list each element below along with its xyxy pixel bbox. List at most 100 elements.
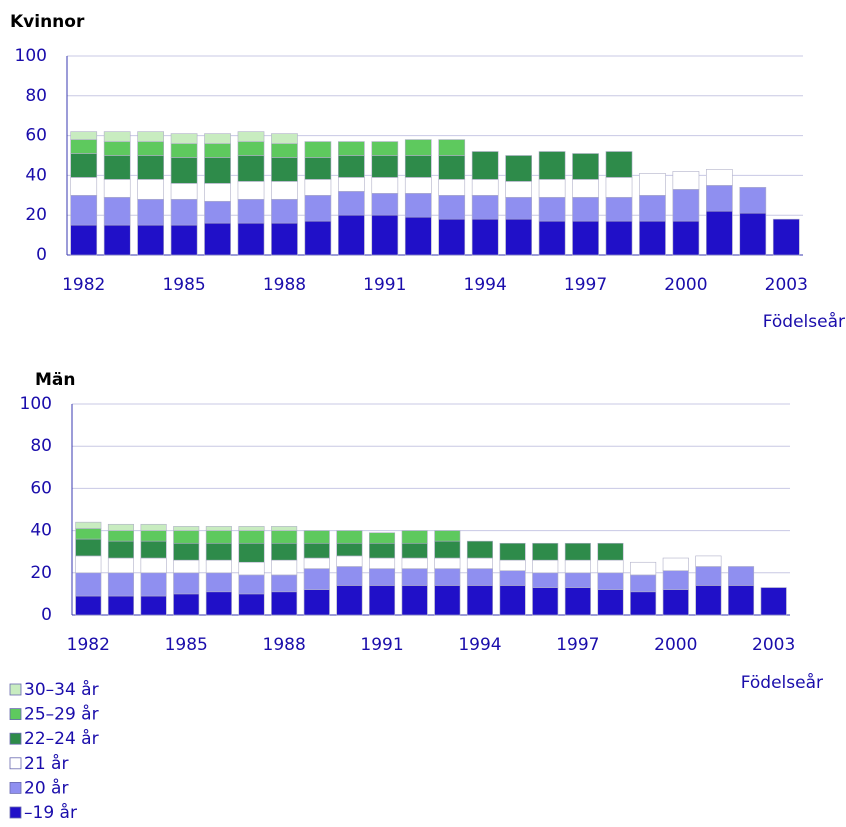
bar-segment	[532, 587, 559, 616]
bar-segment	[75, 595, 102, 616]
y-tick-label: 60	[25, 126, 47, 146]
bar-segment	[401, 530, 428, 544]
y-tick-label: 40	[25, 165, 47, 185]
bar-segment	[662, 557, 689, 571]
bar-segment	[538, 196, 566, 222]
x-tick-label: 1991	[363, 275, 406, 295]
bar-segment	[103, 224, 131, 256]
x-tick-label: 1988	[263, 275, 306, 295]
bar-segment	[75, 555, 102, 574]
bar-segment	[371, 141, 399, 156]
bar-segment	[572, 179, 599, 198]
x-tick-label: 1988	[263, 635, 306, 655]
y-tick-label: 20	[25, 205, 47, 225]
legend-swatch	[9, 782, 22, 794]
bar-segment	[706, 169, 733, 186]
bar-segment	[70, 139, 98, 154]
bar-segment	[371, 155, 399, 178]
bar-segment	[471, 179, 499, 196]
bar-segment	[237, 155, 265, 182]
y-tick-label: 80	[30, 436, 52, 456]
bar-segment	[438, 155, 466, 180]
bar-segment	[572, 196, 599, 222]
bar-segment	[205, 542, 232, 561]
y-tick-label: 60	[30, 478, 52, 498]
bar-segment	[401, 585, 428, 616]
x-tick-label: 1997	[556, 635, 599, 655]
bar-segment	[739, 187, 767, 214]
bar-segment	[672, 220, 700, 256]
bar-segment	[107, 572, 134, 597]
x-tick-label: 1994	[458, 635, 501, 655]
bar-segment	[371, 193, 399, 216]
bar-segment	[639, 220, 666, 256]
bar-segment	[103, 196, 131, 226]
bar-segment	[238, 530, 265, 544]
bar-segment	[369, 542, 396, 559]
bar-segment	[237, 198, 265, 224]
chart-title: Män	[35, 370, 76, 390]
bar-segment	[605, 151, 633, 178]
bar-segment	[137, 224, 164, 256]
bar-segment	[662, 570, 689, 590]
bar-segment	[338, 214, 365, 256]
bar-segment	[336, 585, 363, 616]
bar-segment	[597, 589, 624, 616]
bar-segment	[170, 198, 198, 226]
bar-segment	[271, 157, 298, 182]
bar-segment	[336, 566, 363, 586]
bar-segment	[538, 220, 566, 256]
bar-segment	[271, 222, 298, 256]
bar-segment	[505, 196, 532, 220]
bar-segment	[137, 141, 164, 156]
legend-label: 22–24 år	[24, 728, 99, 749]
bar-segment	[238, 542, 265, 563]
bar-segment	[438, 139, 466, 156]
y-tick-label: 80	[25, 86, 47, 106]
bar-segment	[466, 585, 493, 616]
bar-segment	[271, 198, 298, 224]
bar-segment	[140, 557, 167, 574]
bar-segment	[404, 177, 432, 194]
bar-segment	[204, 200, 231, 224]
legend-label: –19 år	[24, 802, 77, 823]
bar-segment	[204, 157, 231, 184]
bar-segment	[404, 139, 432, 156]
bar-segment	[140, 523, 167, 531]
x-tick-label: 1985	[162, 275, 205, 295]
bar-segment	[304, 179, 332, 196]
bar-segment	[538, 179, 566, 198]
x-tick-label: 1982	[67, 635, 110, 655]
bar-segment	[304, 195, 332, 222]
bar-segment	[466, 540, 493, 559]
bar-segment	[304, 141, 332, 158]
bar-segment	[438, 195, 466, 220]
bar-segment	[70, 177, 98, 196]
bar-segment	[369, 557, 396, 569]
bar-segment	[303, 557, 330, 569]
bar-segment	[630, 574, 657, 593]
y-tick-label: 100	[15, 46, 47, 66]
legend-label: 20 år	[24, 777, 68, 798]
bar-segment	[170, 157, 198, 184]
bar-segment	[107, 530, 134, 542]
bar-segment	[672, 189, 700, 222]
legend-label: 30–34 år	[24, 679, 99, 700]
bar-segment	[70, 131, 98, 140]
bar-segment	[204, 133, 231, 144]
bar-segment	[237, 131, 265, 142]
legend-swatch	[9, 806, 22, 819]
bar-segment	[572, 220, 599, 256]
bar-segment	[137, 131, 164, 142]
bar-segment	[471, 195, 499, 220]
bar-segment	[404, 193, 432, 218]
bar-segment	[336, 530, 363, 544]
legend-swatch	[9, 757, 22, 770]
legend-label: 25–29 år	[24, 704, 99, 725]
bar-segment	[204, 222, 231, 256]
bar-segment	[434, 540, 461, 559]
bar-segment	[564, 587, 591, 616]
bar-segment	[401, 568, 428, 586]
bar-segment	[237, 222, 265, 256]
bar-segment	[170, 183, 198, 200]
